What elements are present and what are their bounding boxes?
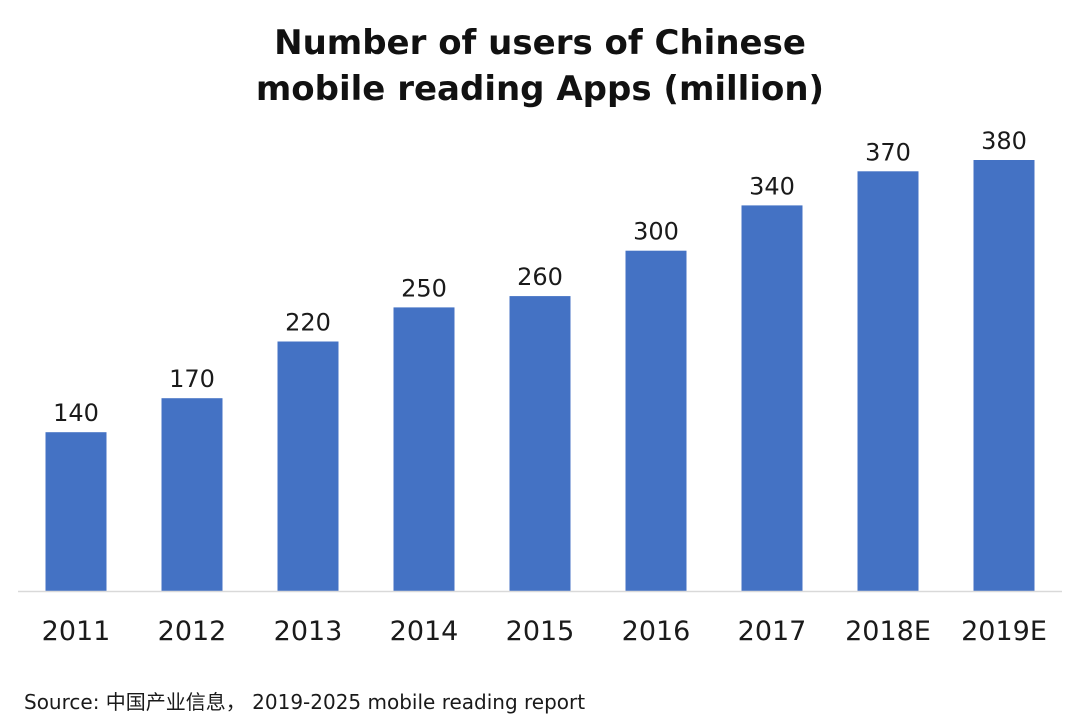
data-label-2019E: 380 (981, 127, 1027, 155)
bar-2018E (857, 171, 919, 592)
source-note: Source: 中国产业信息， 2019-2025 mobile reading… (24, 690, 586, 714)
x-tick-label-2016: 2016 (622, 616, 691, 647)
bar-2011 (45, 432, 107, 591)
x-tick-label-2019E: 2019E (961, 616, 1047, 647)
chart-title-line-1: Number of users of Chinese (274, 23, 806, 63)
data-label-2016: 300 (633, 218, 679, 246)
x-tick-label-2013: 2013 (274, 616, 343, 647)
x-tick-label-2018E: 2018E (845, 616, 931, 647)
data-label-2014: 250 (401, 274, 447, 302)
bar-2014 (393, 307, 455, 591)
bar-2016 (625, 250, 687, 591)
data-label-2011: 140 (53, 399, 99, 427)
x-tick-label-2015: 2015 (506, 616, 575, 647)
data-label-2015: 260 (517, 263, 563, 291)
bar-2015 (509, 296, 571, 591)
data-label-2013: 220 (285, 309, 331, 337)
bar-2012 (161, 398, 223, 591)
chart-title: Number of users of Chinese mobile readin… (0, 20, 1080, 112)
data-labels-layer: 140 170 220 250 260 300 340 370 380 (53, 127, 1027, 427)
data-label-2017: 340 (749, 172, 795, 200)
chart-title-line-2: mobile reading Apps (million) (255, 69, 825, 109)
bar-2017 (741, 205, 803, 591)
data-label-2012: 170 (169, 365, 215, 393)
x-tick-label-2011: 2011 (42, 616, 111, 647)
bar-2019E (973, 160, 1035, 591)
x-tick-label-2014: 2014 (390, 616, 459, 647)
x-tick-labels-layer: 2011 2012 2013 2014 2015 2016 2017 2018E 2019E (42, 616, 1047, 647)
bar-2013 (277, 341, 339, 591)
data-label-2018E: 370 (865, 138, 911, 166)
x-tick-label-2012: 2012 (158, 616, 227, 647)
bars-layer (45, 160, 1035, 592)
x-tick-label-2017: 2017 (738, 616, 807, 647)
